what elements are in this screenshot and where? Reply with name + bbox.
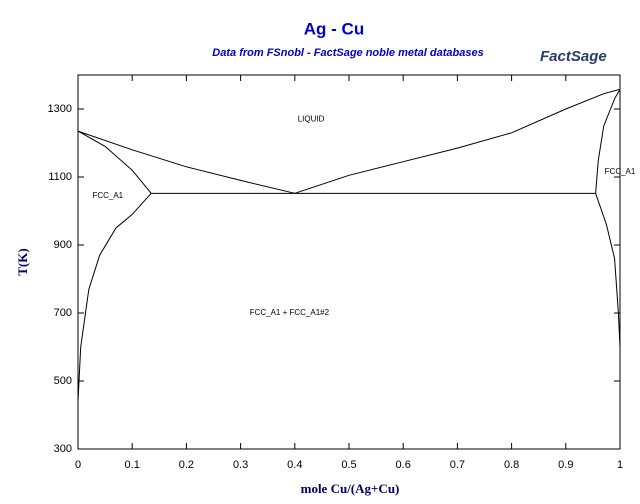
logo: FactSage (540, 48, 607, 65)
x-tick-label: 0 (75, 459, 81, 471)
phase-label: FCC_A1 (605, 167, 636, 176)
y-tick-label: 1100 (48, 171, 72, 183)
phase-label: FCC_A1 (92, 191, 123, 200)
phase-label: FCC_A1 + FCC_A1#2 (250, 308, 330, 317)
y-tick-label: 700 (54, 307, 72, 319)
phase-label: LIQUID (298, 114, 325, 123)
y-axis-label: T(K) (15, 248, 30, 275)
phase-boundary (77, 192, 152, 402)
phase-boundary (595, 89, 621, 194)
y-tick-label: 1300 (48, 103, 72, 115)
x-tick-label: 0.8 (504, 459, 519, 471)
x-tick-label: 0.9 (558, 459, 573, 471)
phase-boundary (77, 130, 295, 194)
phase-boundary (595, 193, 621, 348)
plot-frame (77, 74, 621, 450)
y-tick-label: 500 (54, 375, 72, 387)
phase-boundary (77, 130, 152, 194)
x-tick-label: 0.6 (396, 459, 411, 471)
x-tick-label: 0.1 (125, 459, 140, 471)
chart-subtitle: Data from FSnobl - FactSage noble metal … (212, 47, 483, 59)
x-axis-label: mole Cu/(Ag+Cu) (301, 481, 400, 496)
x-tick-label: 0.3 (233, 459, 248, 471)
x-tick-label: 0.4 (287, 459, 302, 471)
x-tick-label: 1 (617, 459, 623, 471)
x-tick-label: 0.5 (341, 459, 356, 471)
y-tick-label: 300 (54, 443, 72, 455)
x-tick-label: 0.2 (179, 459, 194, 471)
y-tick-label: 900 (54, 239, 72, 251)
chart-title: Ag - Cu (304, 19, 364, 38)
x-tick-label: 0.7 (450, 459, 465, 471)
phase-boundary (294, 88, 621, 194)
